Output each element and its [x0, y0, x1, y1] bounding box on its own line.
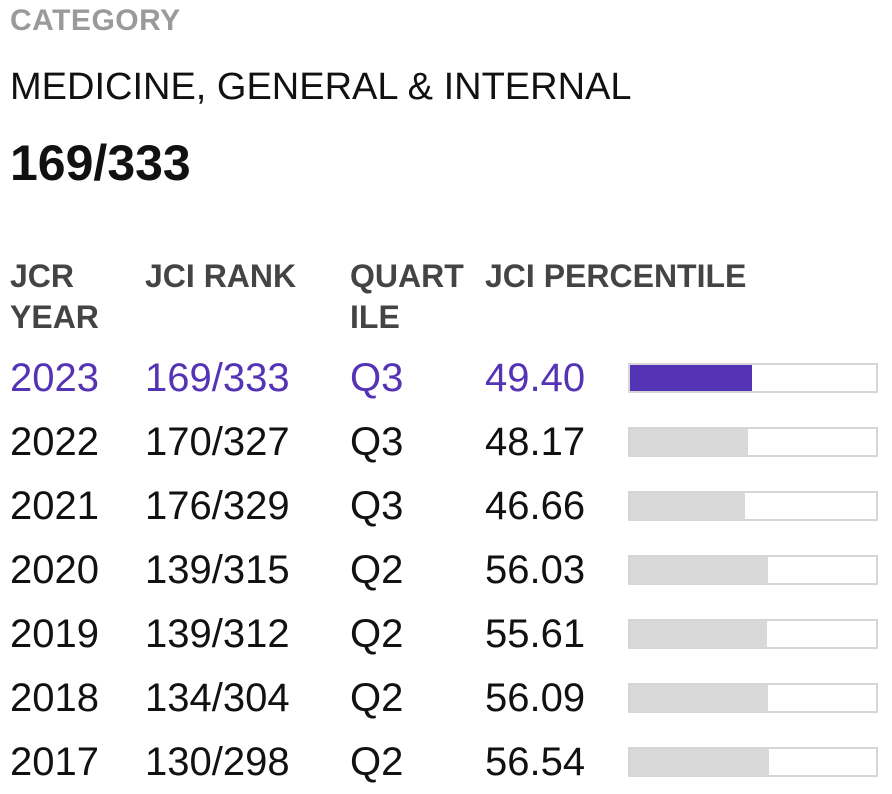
percentile-cell: 56.09 [485, 676, 586, 720]
year-cell: 2023 [10, 356, 99, 400]
quartile-cell: Q3 [350, 484, 404, 528]
rank-cell: 134/304 [145, 676, 290, 720]
percentile-bar [628, 491, 878, 521]
year-cell: 2022 [10, 420, 99, 464]
category-label: CATEGORY [10, 4, 181, 37]
header-jci-rank: JCI RANK [145, 258, 297, 294]
header-jci-percentile: JCI PERCENTILE [485, 258, 747, 294]
year-cell: 2019 [10, 612, 99, 656]
header-quartile: QUART ILE [350, 258, 464, 335]
percentile-bar [628, 363, 878, 393]
quartile-cell: Q3 [350, 356, 404, 400]
percentile-bar-fill [630, 685, 768, 711]
percentile-bar-fill [630, 621, 767, 647]
table-row-current: 2023 169/333 Q3 49.40 [0, 346, 892, 410]
percentile-bar-fill [630, 365, 752, 391]
percentile-bar [628, 619, 878, 649]
percentile-bar-fill [630, 557, 768, 583]
percentile-bar-fill [630, 749, 770, 775]
percentile-bar-fill [630, 493, 745, 519]
quartile-cell: Q3 [350, 420, 404, 464]
percentile-bar-fill [630, 429, 749, 455]
year-cell: 2018 [10, 676, 99, 720]
rank-cell: 176/329 [145, 484, 290, 528]
header-jcr-year: JCR YEAR [10, 258, 99, 335]
table-row: 2017 130/298 Q2 56.54 [0, 730, 892, 794]
rank-cell: 139/315 [145, 548, 290, 592]
percentile-bar [628, 683, 878, 713]
quartile-cell: Q2 [350, 548, 404, 592]
table-row: 2021 176/329 Q3 46.66 [0, 474, 892, 538]
percentile-cell: 56.03 [485, 548, 586, 592]
quartile-cell: Q2 [350, 612, 404, 656]
table-row: 2019 139/312 Q2 55.61 [0, 602, 892, 666]
percentile-bar [628, 555, 878, 585]
year-cell: 2020 [10, 548, 99, 592]
category-rank: 169/333 [10, 135, 191, 191]
rank-cell: 130/298 [145, 740, 290, 784]
percentile-cell: 46.66 [485, 484, 586, 528]
rank-cell: 169/333 [145, 356, 290, 400]
rank-cell: 139/312 [145, 612, 290, 656]
table-row: 2022 170/327 Q3 48.17 [0, 410, 892, 474]
category-name: MEDICINE, GENERAL & INTERNAL [10, 66, 632, 108]
table-row: 2018 134/304 Q2 56.09 [0, 666, 892, 730]
percentile-cell: 56.54 [485, 740, 586, 784]
year-cell: 2017 [10, 740, 99, 784]
percentile-cell: 55.61 [485, 612, 586, 656]
table-row: 2020 139/315 Q2 56.03 [0, 538, 892, 602]
percentile-bar [628, 747, 878, 777]
year-cell: 2021 [10, 484, 99, 528]
percentile-cell: 49.40 [485, 356, 586, 400]
quartile-cell: Q2 [350, 740, 404, 784]
quartile-cell: Q2 [350, 676, 404, 720]
rank-cell: 170/327 [145, 420, 290, 464]
percentile-cell: 48.17 [485, 420, 586, 464]
table-header: JCR YEAR JCI RANK QUART ILE JCI PERCENTI… [0, 256, 892, 340]
percentile-bar [628, 427, 878, 457]
